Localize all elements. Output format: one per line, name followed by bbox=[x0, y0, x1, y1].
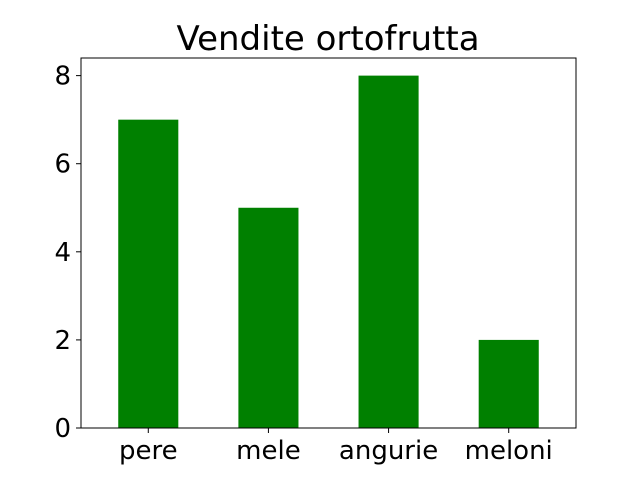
x-tick-label: meloni bbox=[465, 436, 553, 466]
x-tick-label: angurie bbox=[339, 436, 438, 466]
y-tick-label: 2 bbox=[54, 326, 71, 356]
bar-pere bbox=[118, 119, 179, 429]
x-tick-label: pere bbox=[119, 436, 178, 466]
y-tick-label: 4 bbox=[54, 238, 71, 268]
bars-group bbox=[118, 75, 539, 429]
bar-angurie bbox=[358, 75, 419, 428]
y-tick-label: 6 bbox=[54, 150, 71, 180]
x-axis: pere mele angurie meloni bbox=[119, 428, 553, 466]
bar-meloni bbox=[478, 339, 539, 428]
y-tick-label: 0 bbox=[54, 414, 71, 444]
y-axis: 0 2 4 6 8 bbox=[54, 62, 81, 444]
plot-frame bbox=[80, 57, 577, 429]
chart-title: Vendite ortofrutta bbox=[176, 19, 479, 59]
bar-mele bbox=[238, 207, 299, 428]
y-tick-label: 8 bbox=[54, 62, 71, 92]
x-tick-label: mele bbox=[236, 436, 301, 466]
